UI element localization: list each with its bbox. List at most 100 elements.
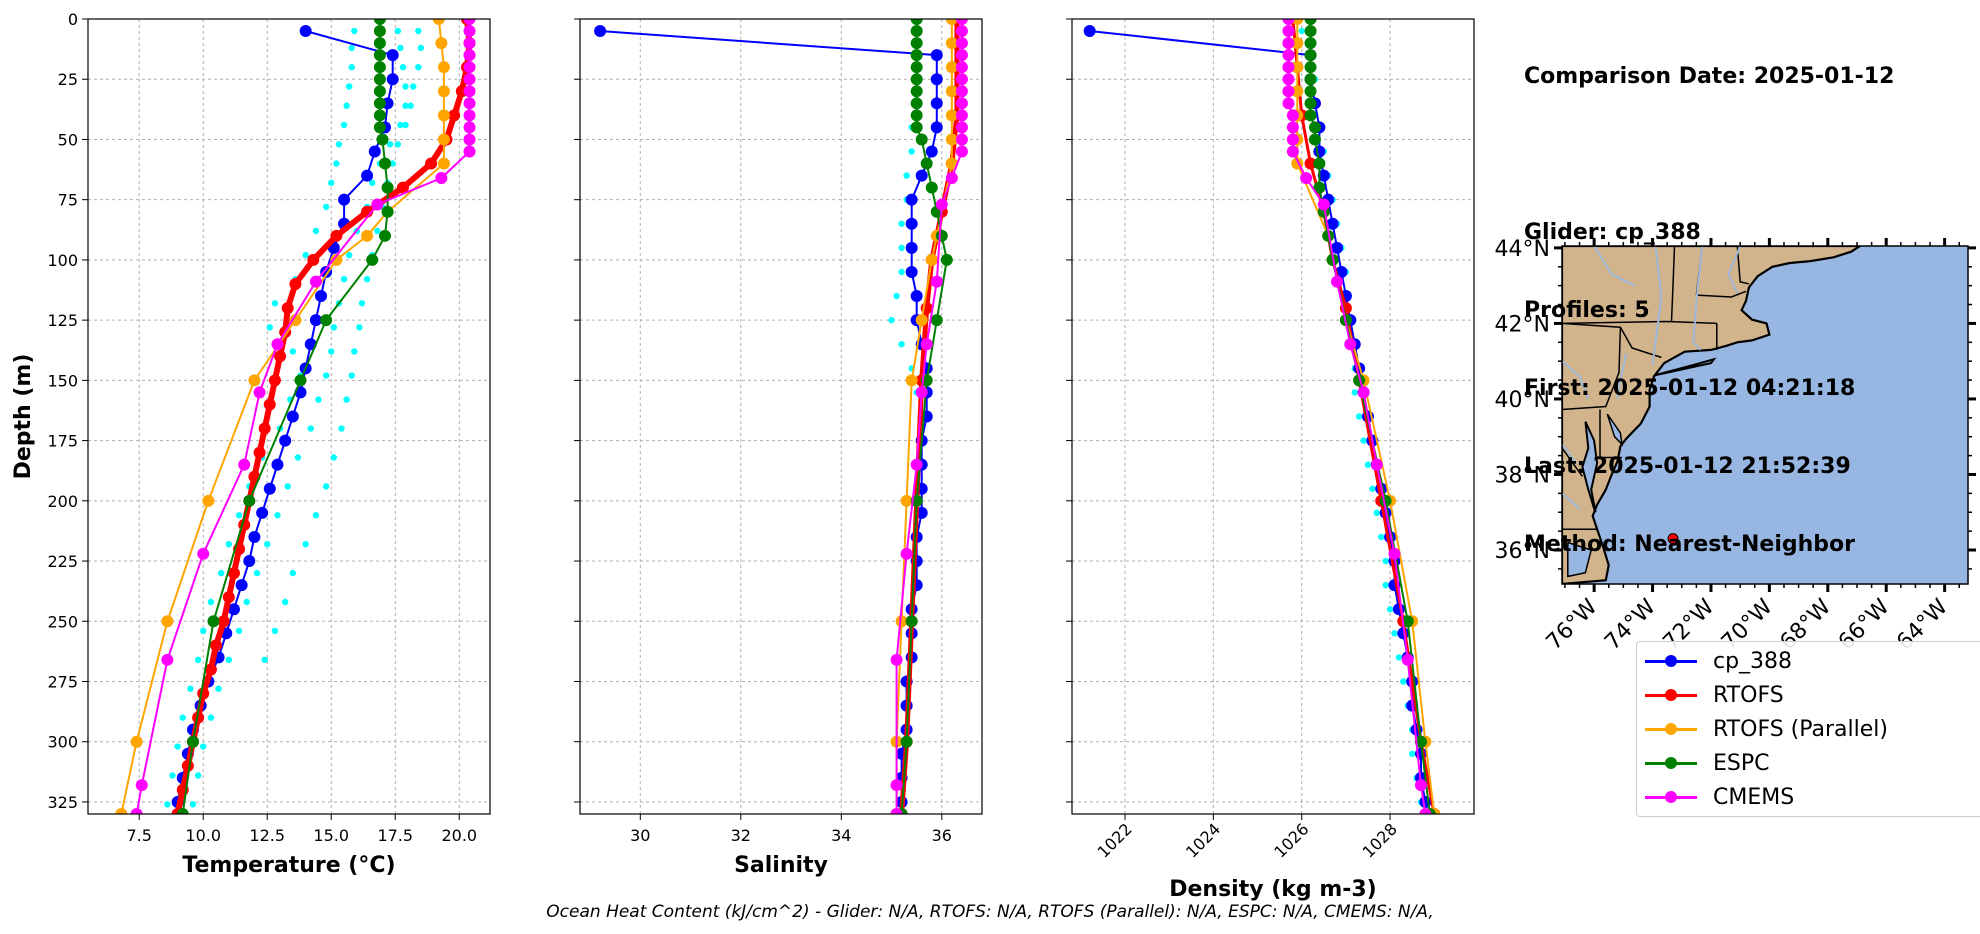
y-tick-label: 325 [47,793,78,812]
scatter-point [409,83,417,90]
legend-item-cmems: CMEMS [1645,780,1794,814]
series-line-cmems [135,19,471,814]
scatter-point [407,102,414,109]
scatter-point [187,685,194,692]
scatter-point [225,656,233,664]
series-point [315,290,328,303]
x-tick-label: 20.0 [441,826,477,845]
axes-frame [579,18,983,815]
series-point [1304,37,1317,50]
legend-label: CMEMS [1713,784,1795,810]
lat-tick-label: 42°N [1495,312,1550,337]
scatter-point [402,83,409,90]
scatter-point [174,743,181,750]
series-point [890,808,903,814]
series-point [1291,37,1304,50]
series-point [905,241,918,254]
state-border [1562,320,1717,325]
series-point [330,253,343,266]
series-cmems [130,19,476,814]
scatter-point [217,569,225,577]
series-cp-388 [1083,25,1432,808]
series-point [910,73,923,86]
state-border [1562,327,1622,411]
series-point [930,314,943,327]
lat-tick-label: 38°N [1495,463,1550,488]
scatter-point [235,627,243,635]
scatter-point [271,300,279,307]
series-point [1357,386,1370,399]
series-point [1282,85,1295,98]
series-point [1282,37,1295,50]
scatter-point [194,772,202,779]
series-point [243,494,256,507]
scatter-point [169,772,176,779]
scatter-point [207,598,215,606]
series-point [955,49,968,62]
series-point [910,458,923,471]
series-point [1335,265,1348,278]
scatter-point [351,348,358,355]
series-point [274,350,287,363]
series-point [955,85,968,98]
scatter-point [164,801,171,808]
series-point [1344,338,1357,351]
scatter-point [1386,606,1394,613]
series-point [181,759,194,772]
x-tick-label: 17.5 [377,826,413,845]
series-point [925,145,938,158]
series-point [900,547,913,560]
series-point [900,735,913,748]
series-point [945,157,958,170]
series-point [915,133,928,146]
series-point [381,205,394,218]
series-point [1304,25,1317,38]
series-point [1304,73,1317,86]
x-tick-label: 36 [932,826,952,845]
series-point [1308,121,1321,134]
series-point [299,25,312,38]
series-point [920,338,933,351]
scatter-point [179,714,186,721]
scatter-point [1382,557,1389,565]
series-point [366,253,379,266]
series-point [1282,73,1295,86]
series-point [386,73,399,86]
series-point [463,25,476,38]
series-point [915,386,928,399]
series-point [945,85,958,98]
series-point [910,290,923,303]
series-point [309,314,322,327]
series-point [135,779,148,792]
series-point [955,25,968,38]
series-cp-388 [594,25,943,808]
river [1616,353,1628,400]
state-border [1562,447,1584,477]
series-point [935,198,948,211]
scatter-point [417,44,425,52]
axes-frame [87,18,491,815]
series-point [463,37,476,50]
series-point [1286,109,1299,122]
legend-label: ESPC [1713,750,1770,776]
river [1562,443,1578,464]
series-point [379,229,392,242]
scatter-point [289,348,297,355]
series-point [271,338,284,351]
series-point [437,157,450,170]
series-point [910,97,923,110]
series-point [905,217,918,230]
y-tick-label: 225 [47,552,78,571]
series-point [895,615,908,628]
scatter-point [888,316,895,324]
series-point [202,494,215,507]
series-point [253,446,266,459]
plot-area [115,19,476,814]
delaware-bay [1606,413,1623,447]
scatter-point [315,396,322,403]
scatter-point [402,102,409,109]
series-point [238,458,251,471]
legend-item-espc: ESPC [1645,746,1770,780]
river [1692,246,1704,351]
scatter-point [345,251,353,259]
